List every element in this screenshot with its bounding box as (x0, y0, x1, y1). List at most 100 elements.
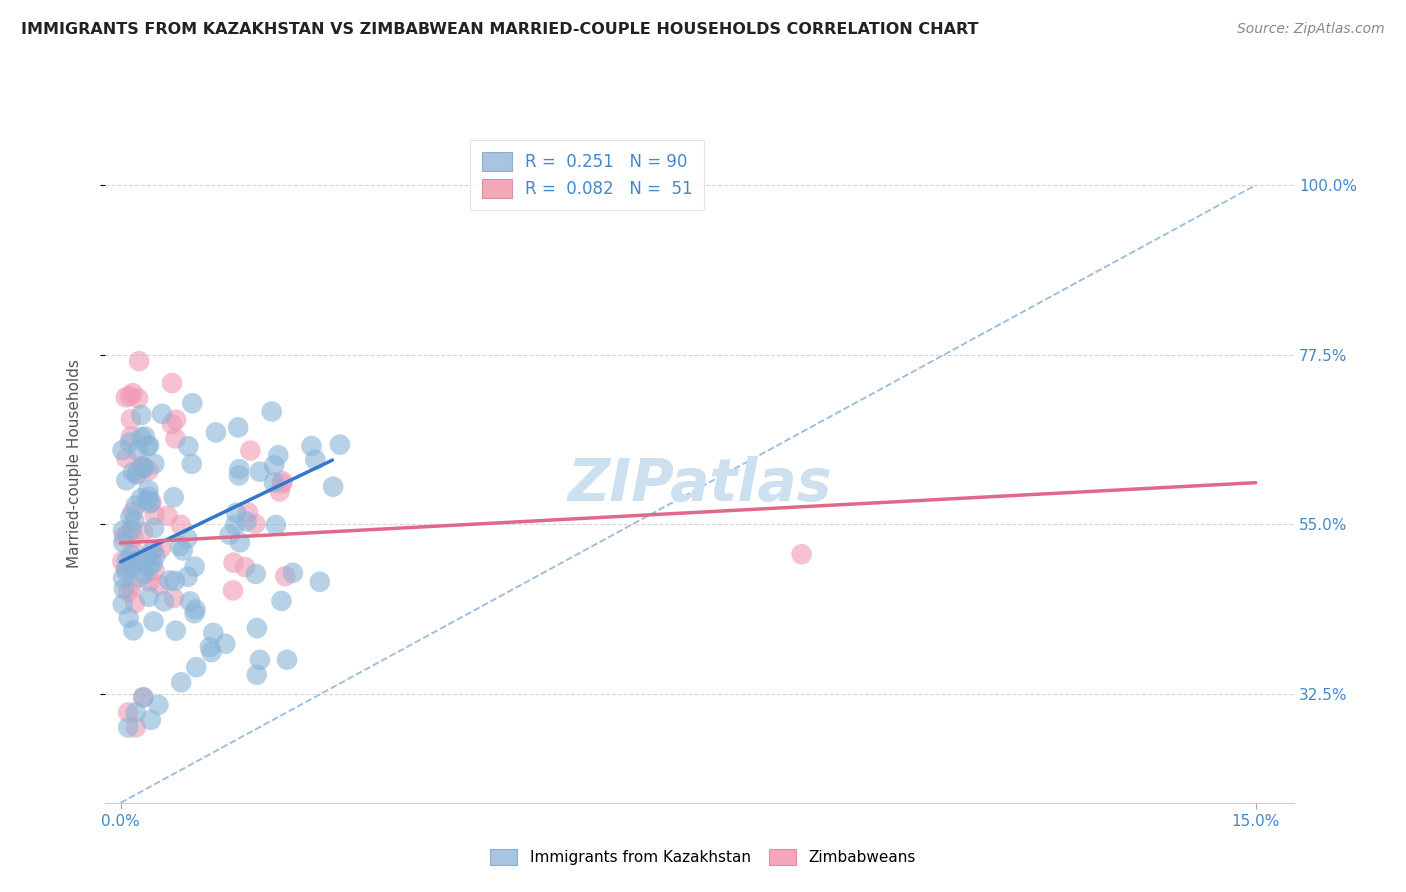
Point (120, 548, 142, 562)
Point (304, 452, 326, 467)
Point (131, 459, 153, 474)
Point (790, 547, 813, 561)
Point (301, 439, 323, 453)
Point (148, 578, 170, 592)
Point (122, 505, 145, 519)
Point (115, 450, 138, 465)
Point (125, 555, 148, 569)
Point (276, 653, 298, 667)
Point (176, 532, 198, 546)
Point (172, 543, 194, 558)
Point (138, 490, 160, 504)
Point (160, 417, 183, 432)
Point (165, 624, 187, 638)
Point (263, 458, 285, 473)
Point (120, 430, 142, 444)
Point (138, 590, 160, 604)
Point (138, 483, 160, 497)
Point (308, 574, 330, 589)
Point (226, 420, 249, 434)
Point (112, 582, 135, 596)
Text: ZIPatlas: ZIPatlas (567, 456, 832, 513)
Point (117, 584, 139, 599)
Point (177, 439, 200, 453)
Point (225, 506, 247, 520)
Point (271, 476, 294, 491)
Point (139, 574, 162, 589)
Point (111, 524, 134, 538)
Point (214, 637, 236, 651)
Point (200, 645, 222, 659)
Point (115, 527, 138, 541)
Point (180, 457, 202, 471)
Point (184, 602, 207, 616)
Point (274, 569, 297, 583)
Point (132, 460, 155, 475)
Point (205, 425, 228, 440)
Point (114, 561, 136, 575)
Point (115, 563, 138, 577)
Point (163, 490, 186, 504)
Point (222, 556, 245, 570)
Point (136, 439, 159, 453)
Point (120, 580, 142, 594)
Point (118, 389, 141, 403)
Point (245, 566, 267, 581)
Point (141, 557, 163, 571)
Point (122, 624, 145, 638)
Point (127, 392, 149, 406)
Point (125, 721, 148, 735)
Point (218, 527, 240, 541)
Point (150, 407, 173, 421)
Point (125, 706, 148, 720)
Point (142, 615, 165, 629)
Point (249, 653, 271, 667)
Point (267, 448, 290, 462)
Point (120, 412, 142, 426)
Point (127, 553, 149, 567)
Point (239, 443, 262, 458)
Point (132, 566, 155, 581)
Point (245, 516, 267, 531)
Y-axis label: Married-couple Households: Married-couple Households (67, 359, 82, 568)
Point (112, 571, 135, 585)
Point (117, 721, 139, 735)
Point (125, 467, 148, 481)
Point (222, 583, 245, 598)
Point (127, 444, 149, 458)
Point (115, 473, 138, 487)
Text: Source: ZipAtlas.com: Source: ZipAtlas.com (1237, 22, 1385, 37)
Point (124, 596, 146, 610)
Point (148, 698, 170, 712)
Point (270, 594, 292, 608)
Point (236, 505, 259, 519)
Point (112, 530, 135, 544)
Point (112, 535, 135, 549)
Point (111, 554, 134, 568)
Point (134, 461, 156, 475)
Point (143, 549, 166, 563)
Point (143, 521, 166, 535)
Point (136, 550, 159, 565)
Point (131, 458, 153, 473)
Point (121, 523, 143, 537)
Point (141, 543, 163, 558)
Point (132, 524, 155, 539)
Point (111, 443, 134, 458)
Point (202, 625, 225, 640)
Point (118, 435, 141, 450)
Point (170, 675, 193, 690)
Point (176, 570, 198, 584)
Point (138, 438, 160, 452)
Point (124, 514, 146, 528)
Point (111, 598, 134, 612)
Point (134, 429, 156, 443)
Point (124, 546, 146, 560)
Point (156, 508, 179, 523)
Point (233, 560, 256, 574)
Point (125, 499, 148, 513)
Point (153, 594, 176, 608)
Point (163, 591, 186, 606)
Point (260, 404, 283, 418)
Point (129, 430, 152, 444)
